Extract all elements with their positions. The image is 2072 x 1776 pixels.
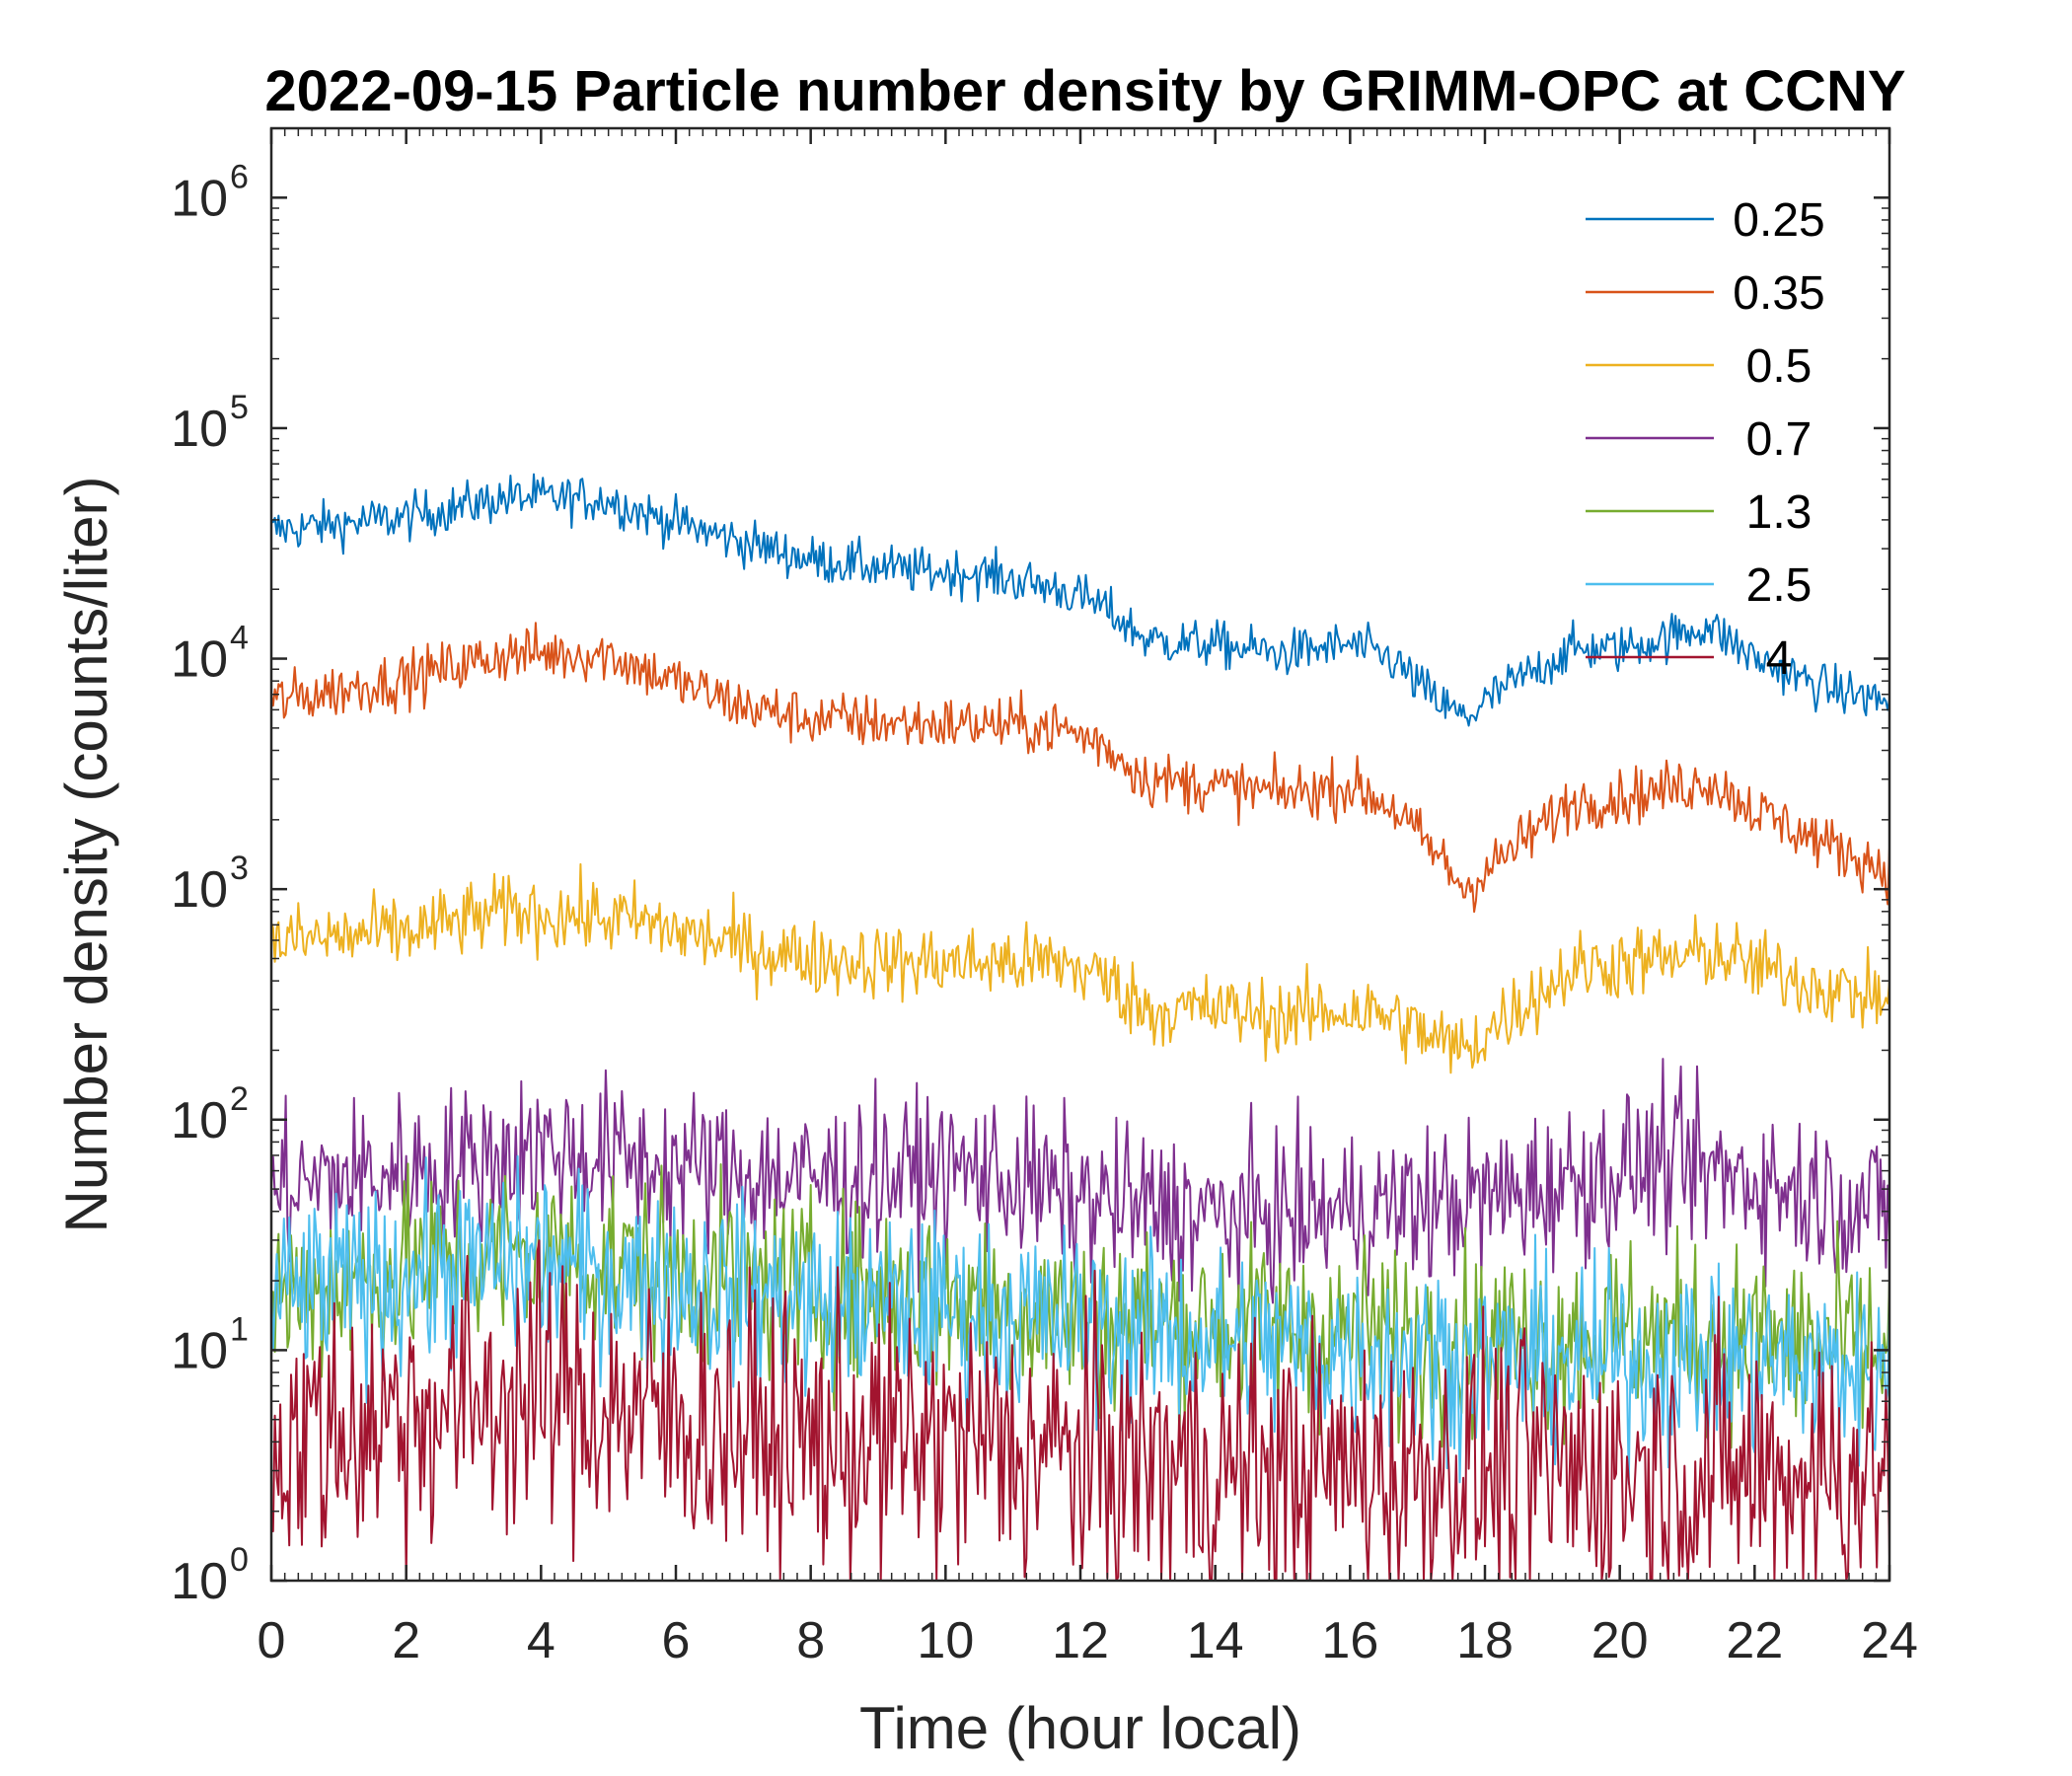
x-tick-label: 0 bbox=[258, 1612, 286, 1669]
legend: 0.25 0.35 0.5 0.7 1.3 2.5 4 bbox=[1586, 194, 1825, 685]
x-tick-label: 8 bbox=[796, 1612, 825, 1669]
legend-label: 0.35 bbox=[1733, 267, 1824, 320]
y-tick-label: 10 bbox=[171, 401, 228, 458]
series-layer bbox=[270, 473, 1890, 1582]
legend-label: 0.25 bbox=[1733, 194, 1824, 247]
y-tick-label: 10 bbox=[171, 1553, 228, 1610]
y-tick-exponent: 0 bbox=[230, 1541, 249, 1579]
y-tick-label: 10 bbox=[171, 1092, 228, 1149]
legend-label: 0.5 bbox=[1746, 340, 1813, 393]
y-tick-exponent: 5 bbox=[230, 389, 249, 426]
chart-title: 2022-09-15 Particle number density by GR… bbox=[264, 59, 1905, 123]
series-line-0_25 bbox=[270, 473, 1890, 727]
y-tick-exponent: 3 bbox=[230, 850, 249, 887]
x-tick-label: 16 bbox=[1321, 1612, 1378, 1669]
y-tick-label: 10 bbox=[171, 170, 228, 227]
x-tick-label: 2 bbox=[392, 1612, 420, 1669]
y-tick-exponent: 4 bbox=[230, 620, 249, 657]
x-tick-label: 6 bbox=[662, 1612, 691, 1669]
x-tick-label: 24 bbox=[1861, 1612, 1918, 1669]
y-tick-exponent: 1 bbox=[230, 1310, 249, 1348]
y-tick-label: 10 bbox=[171, 1322, 228, 1379]
x-tick-label: 20 bbox=[1591, 1612, 1649, 1669]
x-tick-label: 22 bbox=[1726, 1612, 1783, 1669]
legend-label: 2.5 bbox=[1746, 559, 1813, 612]
x-axis-label: Time (hour local) bbox=[859, 1695, 1301, 1761]
x-tick-label: 4 bbox=[527, 1612, 555, 1669]
y-tick-exponent: 6 bbox=[230, 158, 249, 195]
legend-label: 4 bbox=[1766, 632, 1793, 685]
x-tick-label: 14 bbox=[1187, 1612, 1244, 1669]
y-tick-exponent: 2 bbox=[230, 1080, 249, 1118]
y-tick-label: 10 bbox=[171, 631, 228, 689]
legend-label: 1.3 bbox=[1746, 486, 1813, 539]
x-tick-label: 12 bbox=[1052, 1612, 1109, 1669]
series-line-0_35 bbox=[270, 622, 1890, 914]
y-axis-label: Number density (counts/liter) bbox=[53, 477, 119, 1233]
legend-label: 0.7 bbox=[1746, 413, 1813, 466]
x-tick-label: 10 bbox=[917, 1612, 974, 1669]
x-tick-label: 18 bbox=[1456, 1612, 1514, 1669]
y-tick-label: 10 bbox=[171, 861, 228, 919]
series-line-0_5 bbox=[270, 862, 1890, 1074]
series-line-4 bbox=[270, 1239, 1890, 1582]
series-line-0_7 bbox=[270, 1058, 1890, 1306]
